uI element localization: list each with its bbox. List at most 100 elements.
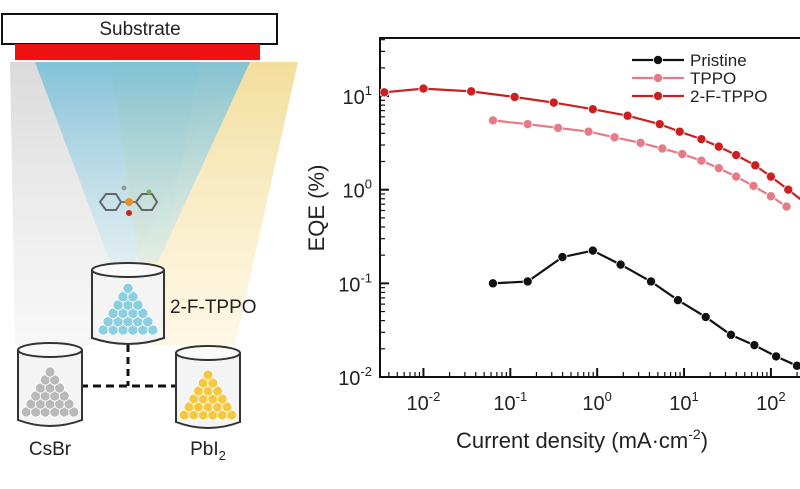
data-point [487, 115, 498, 126]
molecule-icon [98, 185, 159, 216]
deposition-schematic: Substrate [1, 13, 298, 463]
y-tick-label: 10-2 [338, 364, 372, 390]
data-point [583, 126, 594, 137]
powder-particle [226, 409, 238, 421]
powder-pbi2 [178, 369, 238, 421]
data-point [418, 83, 429, 94]
data-point [781, 201, 792, 212]
data-point [522, 119, 533, 130]
data-point [654, 119, 665, 130]
powder-csbr [20, 366, 80, 418]
series-line [384, 87, 800, 201]
powder-particle [54, 382, 65, 394]
legend-marker [653, 55, 664, 66]
data-point [725, 329, 736, 340]
data-point [696, 134, 707, 145]
powder-particle [221, 401, 233, 413]
data-point [587, 104, 598, 115]
x-tick-label: 10-1 [493, 389, 527, 415]
series-line [492, 119, 788, 208]
data-point [765, 171, 776, 182]
data-point [750, 160, 761, 171]
crucible-pbi2 [175, 345, 241, 429]
y-axis: 10-2 10-1 100 101 [338, 39, 389, 390]
legend-marker [653, 91, 664, 102]
powder-particle [216, 393, 228, 405]
powder-particle [127, 291, 139, 303]
powder-particle [44, 366, 56, 378]
powder-particle [212, 385, 223, 397]
series-layer [380, 83, 800, 371]
data-point [635, 137, 646, 148]
data-point [657, 143, 668, 154]
data-point [548, 97, 559, 108]
data-point [791, 360, 800, 371]
powder-particle [147, 324, 159, 336]
x-tick-label: 101 [669, 389, 698, 415]
y-tick-label: 10-1 [338, 270, 372, 296]
y-tick-label: 100 [343, 177, 372, 203]
data-point [749, 340, 760, 351]
data-point [587, 245, 598, 256]
data-point [553, 122, 564, 133]
data-point [466, 86, 477, 97]
y-axis-label: EQE (%) [304, 165, 329, 252]
vapor-beam-blue [35, 62, 250, 262]
powder-particle [202, 369, 214, 381]
data-point [765, 191, 776, 202]
x-axis: 10-2 10-1 100 101 102 [388, 368, 798, 415]
data-point [674, 126, 685, 137]
x-tick-label: 102 [756, 389, 785, 415]
data-point [696, 155, 707, 166]
powder-particle [68, 406, 80, 418]
data-point [677, 149, 688, 160]
powder-particle [132, 299, 144, 311]
crucible-2f-tppo [91, 262, 165, 345]
data-point [509, 91, 520, 102]
data-point [522, 276, 533, 287]
legend-label: 2-F-TPPO [690, 87, 767, 106]
plot-frame [379, 37, 800, 378]
data-point [557, 252, 568, 263]
perovskite-film [15, 44, 260, 60]
data-point [672, 295, 683, 306]
powder-particle [122, 282, 134, 294]
data-point [380, 87, 390, 98]
label-pbi2: PbI2 [190, 439, 226, 463]
crucible-csbr [17, 342, 83, 427]
data-point [771, 351, 782, 362]
data-point [646, 276, 657, 287]
powder-2f-tppo [97, 282, 159, 336]
substrate [1, 13, 278, 45]
data-point [713, 163, 724, 174]
powder-particle [142, 316, 154, 328]
data-point [731, 171, 742, 182]
data-point [615, 259, 626, 270]
data-point [609, 132, 620, 143]
substrate-label: Substrate [99, 19, 180, 40]
powder-particle [63, 398, 75, 410]
data-point [700, 312, 711, 323]
label-2f-tppo: 2-F-TPPO [170, 297, 257, 318]
powder-particle [137, 307, 149, 319]
x-tick-label: 100 [582, 389, 611, 415]
series-group [380, 83, 800, 371]
x-axis-label: Current density (mA·cm-2) [456, 426, 708, 453]
powder-particle [207, 377, 219, 389]
powder-particle [49, 374, 61, 386]
data-point [783, 184, 794, 195]
eqe-chart: 10-2 10-1 100 101 10-2 10-1 100 101 102 EQE (%)… [304, 37, 800, 453]
data-point [748, 180, 759, 191]
data-point [622, 110, 633, 121]
y-tick-label: 101 [343, 83, 372, 109]
label-csbr: CsBr [29, 439, 72, 460]
data-point [713, 141, 724, 152]
legend-marker [653, 73, 664, 84]
legend-label: TPPO [690, 69, 736, 88]
data-point [487, 278, 498, 289]
data-point [731, 150, 742, 161]
legend-label: Pristine [690, 51, 747, 70]
powder-particle [58, 390, 70, 402]
